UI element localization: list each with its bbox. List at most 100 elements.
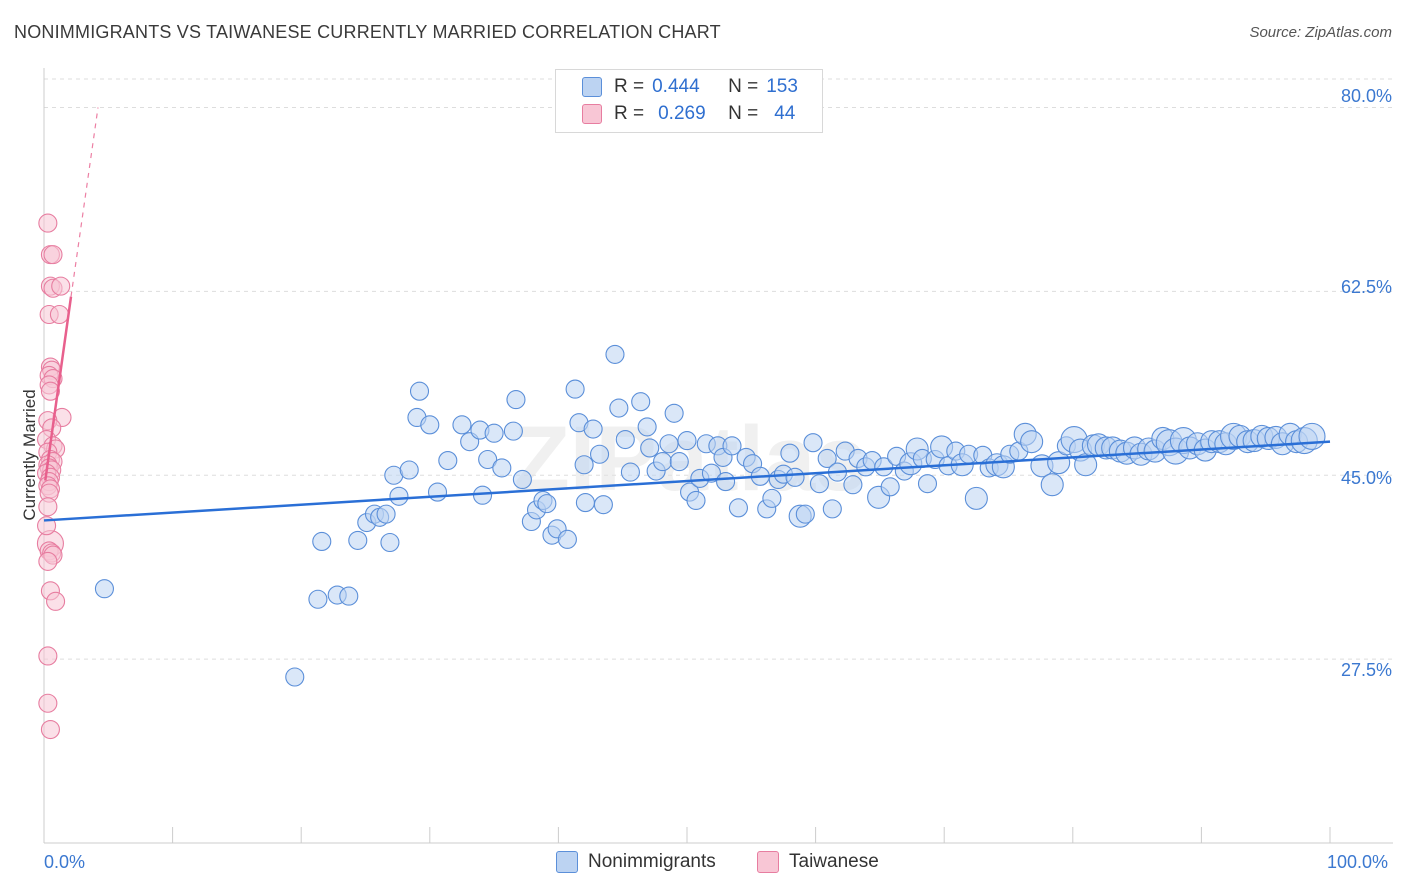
nonimmigrants-point: [880, 477, 900, 497]
nonimmigrants-point: [94, 579, 114, 599]
nonimmigrants-point: [716, 472, 736, 492]
legend-r-value: 0.269: [658, 103, 706, 124]
legend-row-nonimmigrants: R = 0.444 N = 153: [582, 75, 798, 99]
nonimmigrants-point: [653, 452, 673, 472]
nonimmigrants-point: [677, 431, 697, 451]
series-label: Taiwanese: [789, 851, 879, 872]
nonimmigrants-point: [640, 438, 660, 458]
nonimmigrants-point: [728, 498, 748, 518]
nonimmigrants-trend-line: [43, 440, 1331, 522]
nonimmigrants-point: [605, 344, 625, 364]
nonimmigrants-point: [1040, 473, 1064, 497]
nonimmigrants-point: [484, 423, 504, 443]
taiwanese-point: [38, 551, 58, 571]
series-legend-taiwanese: Taiwanese: [757, 851, 879, 873]
nonimmigrants-point: [917, 474, 938, 494]
taiwanese-point: [46, 591, 66, 611]
nonimmigrants-point: [452, 415, 472, 435]
legend-r-label: R =: [614, 103, 645, 124]
correlation-legend: R = 0.444 N = 153 R = 0.269 N = 44: [555, 69, 823, 133]
nonimmigrants-point: [686, 490, 706, 511]
nonimmigrants-point: [964, 486, 988, 510]
nonimmigrants-point: [472, 485, 493, 505]
nonimmigrants-point: [780, 443, 800, 463]
legend-r-value: 0.444: [652, 76, 700, 97]
nonimmigrants-point: [503, 421, 523, 441]
nonimmigrants-point: [874, 457, 894, 477]
y-axis-label: Currently Married: [20, 389, 39, 521]
nonimmigrants-point: [427, 482, 448, 502]
nonimmigrants-point: [583, 419, 603, 439]
nonimmigrants-point: [438, 451, 458, 471]
nonimmigrants-point: [557, 529, 577, 549]
taiwanese-point: [38, 693, 58, 713]
nonimmigrants-point: [795, 504, 815, 524]
nonimmigrants-point: [376, 504, 396, 524]
legend-row-taiwanese: R = 0.269 N = 44: [582, 102, 795, 126]
nonimmigrants-point: [409, 381, 430, 401]
legend-n-value: 153: [766, 76, 798, 97]
nonimmigrants-point: [664, 403, 684, 423]
nonimmigrants-point: [565, 379, 585, 399]
chart-title: NONIMMIGRANTS VS TAIWANESE CURRENTLY MAR…: [14, 22, 721, 42]
y-tick-label: 62.5%: [1340, 277, 1392, 297]
nonimmigrants-point: [420, 415, 440, 435]
nonimmigrants-point: [843, 475, 863, 495]
nonimmigrants-point: [631, 392, 651, 412]
grid-lines: [44, 78, 1393, 660]
nonimmigrants-point: [308, 589, 328, 609]
taiwanese-point: [38, 497, 58, 517]
y-tick-label: 27.5%: [1340, 660, 1392, 680]
taiwanese-point: [49, 304, 69, 325]
taiwanese-point: [43, 245, 63, 265]
nonimmigrants-point: [1020, 430, 1044, 454]
legend-n-label: N =: [728, 103, 759, 124]
nonimmigrants-point: [339, 586, 359, 606]
nonimmigrants-point: [478, 449, 498, 470]
nonimmigrants-point: [817, 448, 837, 468]
y-tick-label: 45.0%: [1340, 468, 1392, 488]
nonimmigrants-point: [512, 469, 532, 490]
nonimmigrants-point: [637, 417, 657, 437]
nonimmigrants-point: [803, 433, 823, 453]
data-points: [36, 213, 1326, 740]
taiwanese-point: [38, 646, 58, 666]
nonimmigrants-point: [492, 458, 512, 478]
nonimmigrants-point: [389, 486, 409, 506]
nonimmigrants-point: [659, 434, 679, 454]
trend-lines: [43, 107, 1331, 522]
nonimmigrants-point: [809, 474, 830, 494]
nonimmigrants-point: [348, 530, 368, 550]
series-swatch-pink: [757, 851, 779, 873]
nonimmigrants-point: [669, 452, 689, 472]
nonimmigrants-point: [399, 460, 419, 480]
nonimmigrants-point: [762, 488, 782, 508]
series-legend-nonimmigrants: Nonimmigrants: [556, 851, 716, 873]
series-swatch-blue: [556, 851, 578, 873]
nonimmigrants-point: [537, 494, 557, 514]
legend-n-value: 44: [774, 103, 796, 124]
taiwanese-trend-line: [44, 296, 73, 481]
legend-swatch-pink: [582, 104, 602, 124]
nonimmigrants-point: [312, 531, 332, 552]
legend-r-label: R =: [614, 76, 645, 97]
taiwanese-trend-extension: [70, 107, 99, 297]
taiwanese-point: [40, 381, 60, 401]
taiwanese-point: [38, 213, 58, 233]
y-tick-label: 80.0%: [1340, 86, 1392, 106]
nonimmigrants-point: [609, 398, 629, 418]
nonimmigrants-point: [1298, 422, 1326, 450]
x-tick-label-max: 100.0%: [1327, 852, 1389, 872]
nonimmigrants-point: [575, 493, 595, 513]
nonimmigrants-point: [722, 436, 742, 456]
nonimmigrants-point: [285, 667, 305, 687]
nonimmigrants-point: [615, 429, 635, 450]
taiwanese-point: [51, 276, 71, 296]
nonimmigrants-point: [701, 463, 721, 483]
nonimmigrants-point: [380, 532, 400, 553]
nonimmigrants-point: [785, 467, 805, 487]
nonimmigrants-point: [574, 455, 594, 475]
series-label: Nonimmigrants: [588, 851, 716, 872]
source-credit: Source: ZipAtlas.com: [1249, 24, 1392, 41]
